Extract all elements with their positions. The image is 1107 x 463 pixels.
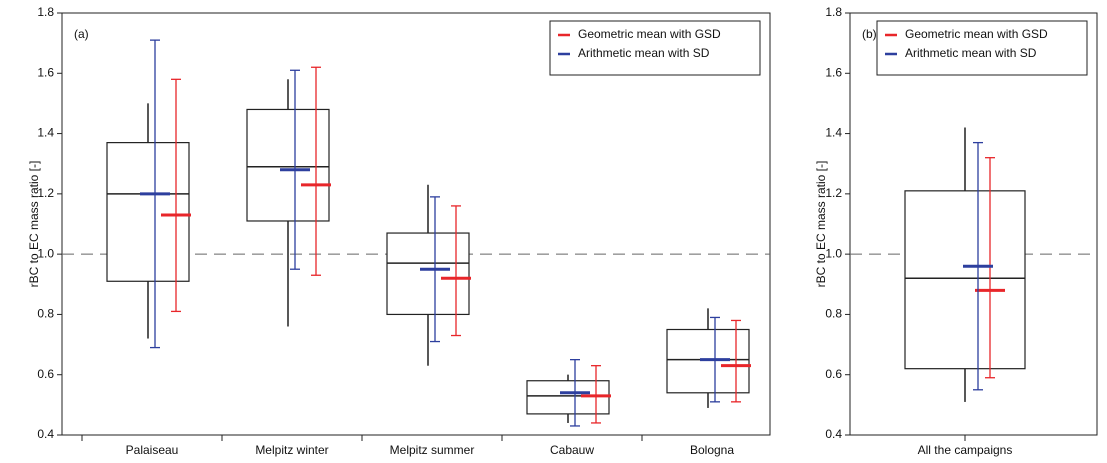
- y-tick-label: 1.6: [37, 65, 54, 79]
- y-tick-label: 0.6: [37, 367, 54, 381]
- y-tick-label: 1.6: [825, 65, 842, 79]
- y-tick-label: 1.4: [825, 126, 842, 140]
- y-tick-label: 1.0: [825, 246, 842, 260]
- y-tick-label: 0.4: [37, 427, 54, 441]
- panel-label: (a): [74, 27, 89, 41]
- box: [904, 190, 1026, 370]
- y-tick-label: 1.8: [825, 5, 842, 19]
- y-tick-label: 0.8: [825, 307, 842, 321]
- legend-label: Arithmetic mean with SD: [578, 46, 710, 60]
- y-tick-label: 1.8: [37, 5, 54, 19]
- y-tick-label: 0.8: [37, 307, 54, 321]
- legend-label: Geometric mean with GSD: [905, 27, 1048, 41]
- y-tick-label: 1.2: [37, 186, 54, 200]
- box: [666, 328, 750, 394]
- box: [526, 380, 610, 415]
- legend-box: [876, 20, 1088, 76]
- y-tick-label: 0.6: [825, 367, 842, 381]
- y-tick-label: 1.4: [37, 126, 54, 140]
- y-axis-label: rBC to EC mass ratio [-]: [814, 161, 828, 288]
- x-tick-label: Melpitz summer: [390, 443, 475, 457]
- plot-frame: [61, 12, 771, 436]
- legend-label: Arithmetic mean with SD: [905, 46, 1037, 60]
- y-tick-label: 1.0: [37, 246, 54, 260]
- x-tick-label: Palaiseau: [126, 443, 179, 457]
- x-tick-label: Bologna: [690, 443, 734, 457]
- legend-box: [549, 20, 761, 76]
- y-axis-label: rBC to EC mass ratio [-]: [27, 161, 41, 288]
- legend-label: Geometric mean with GSD: [578, 27, 721, 41]
- panel-label: (b): [862, 27, 877, 41]
- y-tick-label: 0.4: [825, 427, 842, 441]
- box: [106, 142, 190, 282]
- box: [246, 108, 330, 222]
- x-tick-label: Cabauw: [550, 443, 594, 457]
- y-tick-label: 1.2: [825, 186, 842, 200]
- x-tick-label: Melpitz winter: [255, 443, 328, 457]
- x-tick-label: All the campaigns: [918, 443, 1013, 457]
- box: [386, 232, 470, 316]
- plot-frame: [849, 12, 1098, 436]
